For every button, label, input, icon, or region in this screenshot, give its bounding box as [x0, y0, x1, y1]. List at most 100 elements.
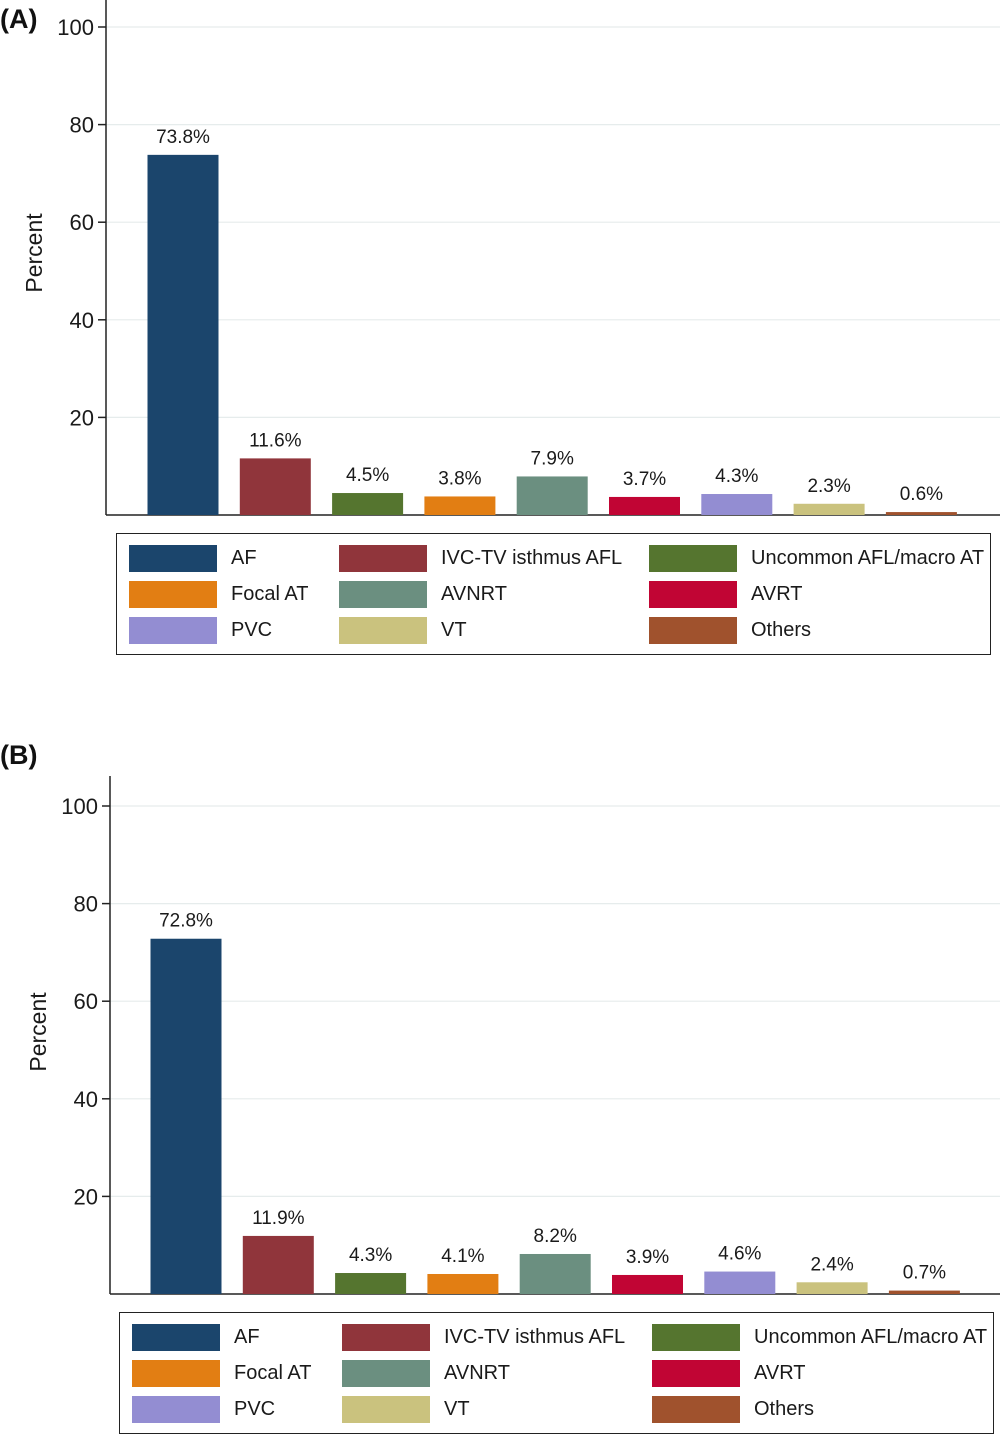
data-label-focal-at: 3.8%	[438, 468, 481, 489]
legend-swatch	[342, 1323, 430, 1351]
data-label-others: 0.6%	[900, 484, 943, 505]
legend-item-focal-at: Focal AT	[129, 580, 308, 608]
data-label-uncommon-afl-macro-at: 4.3%	[349, 1245, 392, 1266]
legend-swatch	[649, 580, 737, 608]
data-label-af: 73.8%	[156, 127, 210, 148]
legend-swatch	[652, 1395, 740, 1423]
data-label-avnrt: 7.9%	[531, 448, 574, 469]
legend-item-vt: VT	[339, 616, 467, 644]
legend-label: Others	[751, 618, 812, 641]
legend-item-af: AF	[129, 544, 257, 572]
bar-focal-at	[427, 1273, 499, 1294]
legend-item-focal-at: Focal AT	[132, 1359, 311, 1387]
legend-item-pvc: PVC	[132, 1395, 275, 1423]
legend-item-others: Others	[649, 616, 811, 644]
data-label-ivc-tv-isthmus-afl: 11.9%	[252, 1208, 305, 1229]
legend-swatch	[652, 1359, 740, 1387]
legend-swatch	[649, 616, 737, 644]
legend-item-ivc-tv-isthmus-afl: IVC-TV isthmus AFL	[342, 1323, 625, 1351]
bar-af	[147, 154, 219, 515]
legend-item-uncommon-afl-macro-at: Uncommon AFL/macro AT	[649, 544, 984, 572]
legend-swatch	[339, 580, 427, 608]
panel-label: (B)	[0, 740, 38, 770]
bar-uncommon-afl-macro-at	[332, 493, 404, 515]
bar-avnrt	[519, 1253, 591, 1294]
legend-swatch	[339, 544, 427, 572]
data-label-avrt: 3.9%	[626, 1247, 669, 1268]
bar-ivc-tv-isthmus-afl	[239, 458, 311, 515]
data-label-avnrt: 8.2%	[534, 1226, 577, 1247]
y-tick-label: 80	[70, 113, 94, 138]
y-tick-label: 100	[57, 15, 94, 40]
y-tick-label: 20	[74, 1184, 98, 1209]
y-tick-label: 60	[74, 989, 98, 1014]
bar-vt	[796, 1282, 868, 1294]
legend-label: AF	[231, 546, 257, 569]
y-tick-label: 40	[70, 308, 94, 333]
legend-a: AF IVC-TV isthmus AFL Uncommon AFL/macro A…	[116, 533, 991, 655]
legend-label: IVC-TV isthmus AFL	[441, 546, 623, 569]
legend-label: Uncommon AFL/macro AT	[751, 546, 985, 569]
y-tick-label: 100	[61, 794, 98, 819]
legend-label: VT	[441, 618, 467, 641]
bar-chart-a: 20 40 60 80 100 Percent 73.8% 11.6% 4.5% 3.8% 7.9%…	[21, 0, 1000, 516]
bar-pvc	[701, 494, 773, 515]
legend-label: PVC	[231, 618, 273, 641]
legend-label: AVRT	[751, 582, 803, 605]
legend-label: Focal AT	[231, 582, 309, 605]
bar-ivc-tv-isthmus-afl	[242, 1235, 314, 1294]
legend-swatch	[652, 1323, 740, 1351]
legend-swatch	[649, 544, 737, 572]
legend-item-ivc-tv-isthmus-afl: IVC-TV isthmus AFL	[339, 544, 622, 572]
legend-swatch	[129, 580, 217, 608]
legend-label: AVNRT	[441, 582, 507, 605]
legend-label: VT	[444, 1397, 470, 1420]
legend-item-avnrt: AVNRT	[339, 580, 507, 608]
panel-a: (A) 20 40 60 80 100 Percent 73.8% 11.6% 4.5% 3.8%…	[0, 0, 1004, 700]
legend-label: Others	[754, 1397, 815, 1420]
legend-swatch	[132, 1359, 220, 1387]
y-tick-label: 40	[74, 1087, 98, 1112]
bar-avnrt	[516, 476, 588, 515]
data-label-focal-at: 4.1%	[441, 1246, 484, 1267]
bar-others	[885, 512, 957, 515]
bar-pvc	[704, 1271, 776, 1294]
legend-item-avrt: AVRT	[649, 580, 803, 608]
data-label-pvc: 4.6%	[718, 1244, 761, 1265]
data-label-avrt: 3.7%	[623, 469, 666, 490]
legend-label: AF	[234, 1325, 260, 1348]
data-label-vt: 2.3%	[807, 476, 850, 497]
panel-label: (A)	[0, 4, 38, 34]
legend-item-avnrt: AVNRT	[342, 1359, 510, 1387]
legend-swatch	[129, 544, 217, 572]
legend-label: IVC-TV isthmus AFL	[444, 1325, 626, 1348]
legend-swatch	[339, 616, 427, 644]
legend-b: AF IVC-TV isthmus AFL Uncommon AFL/macro A…	[119, 1312, 994, 1434]
data-label-pvc: 4.3%	[715, 466, 758, 487]
bar-chart-b: 20 40 60 80 100 Percent 72.8% 11.9% 4.3% 4.1% 8.2%…	[25, 776, 1000, 1295]
data-label-ivc-tv-isthmus-afl: 11.6%	[249, 430, 302, 451]
data-label-others: 0.7%	[903, 1263, 946, 1284]
bar-avrt	[612, 1274, 683, 1294]
bar-uncommon-afl-macro-at	[335, 1273, 407, 1294]
legend-swatch	[129, 616, 217, 644]
y-tick-label: 80	[74, 892, 98, 917]
y-tick-label: 20	[70, 405, 94, 430]
legend-item-af: AF	[132, 1323, 260, 1351]
data-label-vt: 2.4%	[810, 1254, 853, 1275]
legend-swatch	[132, 1323, 220, 1351]
bar-af	[150, 938, 222, 1294]
legend-label: AVRT	[754, 1361, 806, 1384]
legend-label: Focal AT	[234, 1361, 312, 1384]
y-axis-label: Percent	[25, 992, 51, 1072]
legend-item-pvc: PVC	[129, 616, 272, 644]
data-label-uncommon-afl-macro-at: 4.5%	[346, 465, 389, 486]
legend-swatch	[342, 1395, 430, 1423]
legend-label: PVC	[234, 1397, 276, 1420]
legend-item-avrt: AVRT	[652, 1359, 806, 1387]
legend-item-vt: VT	[342, 1395, 470, 1423]
legend-swatch	[132, 1395, 220, 1423]
bar-others	[888, 1290, 960, 1294]
legend-item-uncommon-afl-macro-at: Uncommon AFL/macro AT	[652, 1323, 987, 1351]
bar-vt	[793, 503, 865, 515]
